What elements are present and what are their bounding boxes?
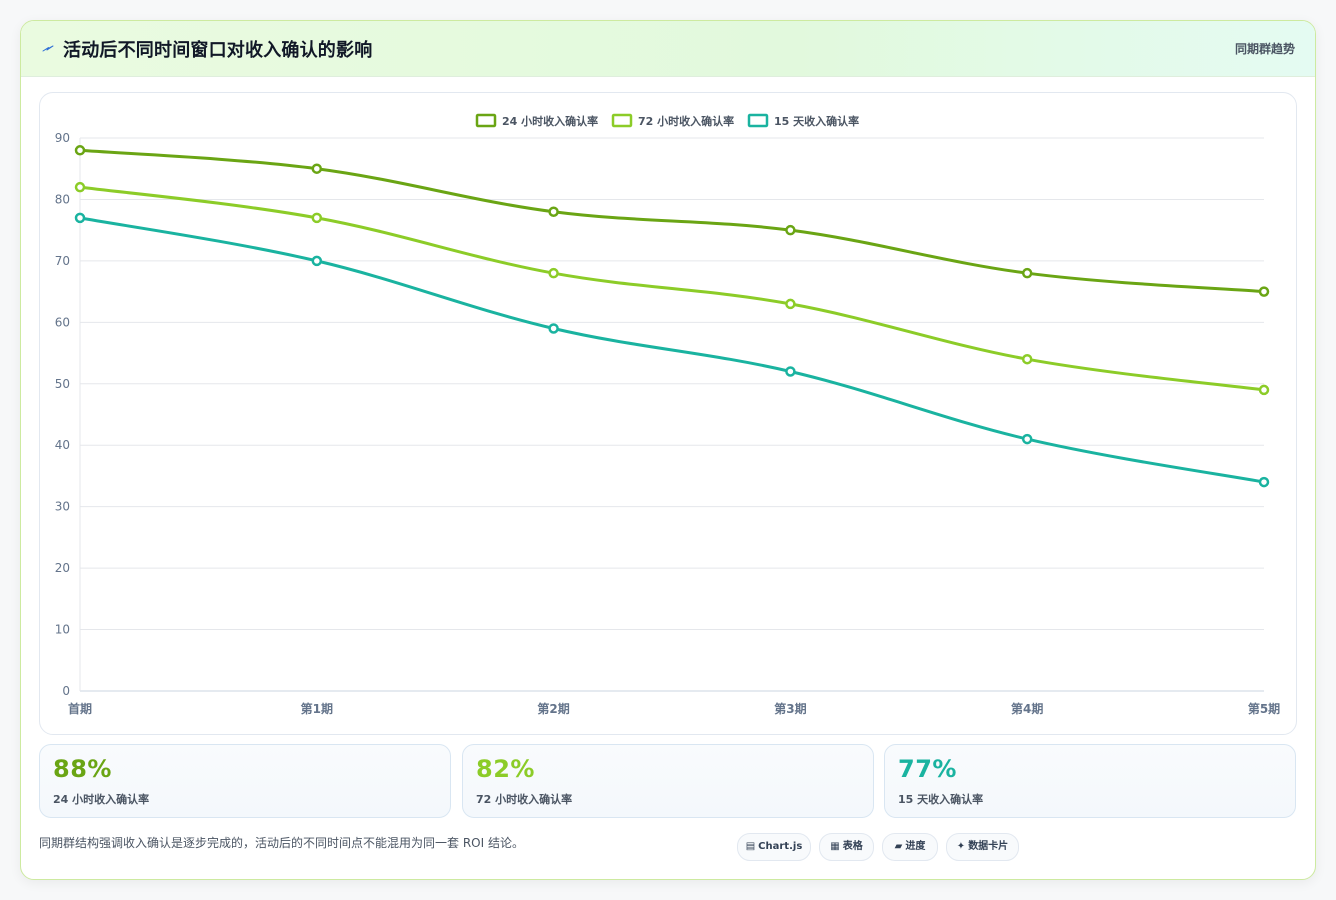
trend-tag: 同期群趋势 <box>1234 42 1295 56</box>
y-tick-label: 30 <box>55 500 70 514</box>
data-point <box>74 145 86 156</box>
x-tick-label: 第5期 <box>1248 701 1280 716</box>
stat-value: 88% <box>53 755 112 783</box>
data-point <box>74 181 86 193</box>
data-point <box>548 323 559 334</box>
data-point <box>1258 384 1270 396</box>
y-tick-label: 90 <box>55 131 70 145</box>
data-point <box>785 298 796 310</box>
stat-card-3: 77% 15 天收入确认率 <box>884 744 1296 818</box>
data-point <box>548 206 559 217</box>
y-tick-label: 40 <box>55 438 70 452</box>
legend-label: 72 小时收入确认率 <box>638 114 734 128</box>
data-point <box>1021 267 1033 279</box>
chip-progress[interactable]: ▰ 进度 <box>882 833 938 861</box>
lightning-icon <box>42 45 54 52</box>
chip-label: 进度 <box>905 841 926 852</box>
data-point <box>1258 476 1270 488</box>
data-point <box>74 212 86 224</box>
stat-label: 24 小时收入确认率 <box>53 793 150 806</box>
x-tick-label: 第1期 <box>301 701 333 716</box>
progress-icon: ▰ <box>894 841 903 852</box>
stat-value: 77% <box>898 755 957 783</box>
chart-icon: ▤ <box>745 841 756 852</box>
legend-label: 24 小时收入确认率 <box>502 114 598 128</box>
y-tick-label: 20 <box>55 561 70 575</box>
chip-label: 表格 <box>842 841 863 852</box>
data-point <box>548 267 559 279</box>
y-tick-label: 80 <box>55 192 70 206</box>
stat-card-1: 88% 24 小时收入确认率 <box>39 744 451 818</box>
stat-label: 15 天收入确认率 <box>898 793 984 806</box>
legend-label: 15 天收入确认率 <box>774 114 859 128</box>
data-point <box>311 212 323 224</box>
legend-item: 24 小时收入确认率 <box>475 113 598 128</box>
sparkle-icon: ✦ <box>956 841 966 852</box>
series-line <box>78 185 1266 392</box>
series-line <box>78 148 1266 294</box>
data-point <box>785 224 796 236</box>
data-point <box>311 163 323 174</box>
chip-chartjs[interactable]: ▤ Chart.js <box>737 833 811 861</box>
y-tick-label: 10 <box>55 623 70 637</box>
legend-swatch <box>475 113 497 128</box>
legend-swatch <box>747 113 769 128</box>
chip-table[interactable]: ▦ 表格 <box>819 833 874 861</box>
chart-card: 活动后不同时间窗口对收入确认的影响 同期群趋势 0 10 20 30 40 50 60 70 8… <box>20 20 1316 880</box>
stat-card-2: 82% 72 小时收入确认率 <box>462 744 874 818</box>
y-tick-label: 0 <box>62 684 70 698</box>
chip-label: Chart.js <box>758 841 803 852</box>
data-point <box>1258 286 1270 297</box>
legend-item: 72 小时收入确认率 <box>611 113 734 128</box>
chip-data-card[interactable]: ✦ 数据卡片 <box>946 833 1019 861</box>
card-header: 活动后不同时间窗口对收入确认的影响 同期群趋势 <box>21 21 1315 77</box>
line-chart: 0 10 20 30 40 50 60 70 80 90 首期 第1期 第2期 第3期 第4期 第5期 24 小… <box>55 113 1280 716</box>
footnote: 同期群结构强调收入确认是逐步完成的，活动后的不同时间点不能混用为同一套 ROI … <box>39 836 524 850</box>
legend-item: 15 天收入确认率 <box>747 113 859 128</box>
legend-swatch <box>611 113 633 128</box>
table-icon: ▦ <box>830 841 840 852</box>
chart-panel: 0 10 20 30 40 50 60 70 80 90 首期 第1期 第2期 第3期 第4期 第5期 24 小… <box>39 92 1297 735</box>
series-line <box>78 216 1266 484</box>
data-point <box>1021 353 1033 365</box>
x-tick-label: 第4期 <box>1011 701 1043 716</box>
x-tick-label: 第3期 <box>774 701 806 716</box>
chip-label: 数据卡片 <box>968 841 1009 852</box>
data-point <box>311 255 323 267</box>
data-point <box>785 366 796 377</box>
stat-label: 72 小时收入确认率 <box>476 793 573 806</box>
y-tick-label: 60 <box>55 315 70 329</box>
x-tick-label: 第2期 <box>537 701 569 716</box>
card-title: 活动后不同时间窗口对收入确认的影响 <box>63 40 373 61</box>
y-tick-label: 50 <box>55 377 70 391</box>
data-point <box>1021 433 1033 445</box>
x-tick-label: 首期 <box>68 701 92 716</box>
y-tick-label: 70 <box>55 254 70 268</box>
stat-value: 82% <box>476 755 535 783</box>
